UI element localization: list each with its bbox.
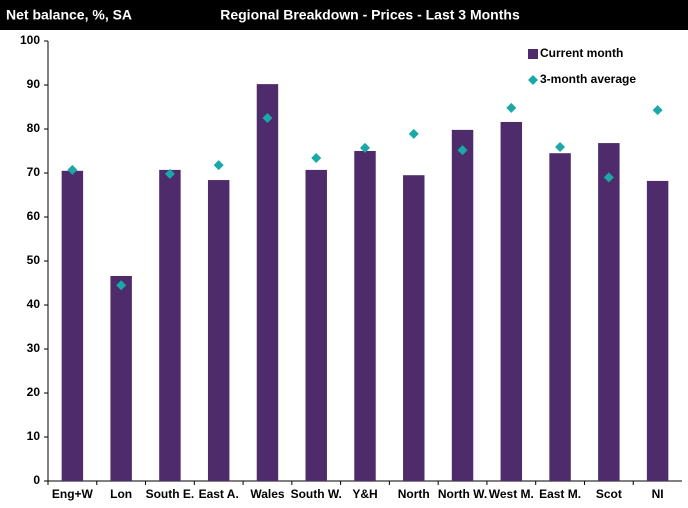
bar xyxy=(646,180,669,482)
legend-swatch xyxy=(528,75,538,85)
x-tick-label: South W. xyxy=(291,487,342,501)
bar xyxy=(354,151,376,481)
marker xyxy=(213,160,224,171)
bar xyxy=(500,121,523,482)
legend-label: Current month xyxy=(540,46,623,60)
legend-swatch xyxy=(528,49,538,59)
y-tick-label: 40 xyxy=(27,297,41,311)
x-tick-label: Y&H xyxy=(352,487,377,501)
y-tick-label: 100 xyxy=(20,33,40,47)
bar xyxy=(549,153,571,481)
x-tick-label: Eng+W xyxy=(52,487,94,501)
bar xyxy=(110,275,132,481)
x-tick-label: North W. xyxy=(438,487,487,501)
y-tick-label: 10 xyxy=(27,429,41,443)
x-tick-label: Scot xyxy=(596,487,622,501)
x-tick-label: South E. xyxy=(146,487,195,501)
title-bar xyxy=(0,0,688,30)
x-tick-label: Wales xyxy=(250,487,285,501)
x-tick-label: NI xyxy=(652,487,664,501)
bar xyxy=(451,129,474,481)
y-tick-label: 0 xyxy=(33,473,40,487)
x-tick-label: North xyxy=(398,487,430,501)
marker xyxy=(555,142,566,153)
marker xyxy=(457,145,468,156)
x-tick-label: East A. xyxy=(199,487,239,501)
marker xyxy=(262,113,273,123)
x-tick-label: Lon xyxy=(110,487,132,501)
bar xyxy=(403,175,425,481)
bar xyxy=(305,169,327,482)
bar xyxy=(61,170,84,482)
y-tick-label: 80 xyxy=(27,121,41,135)
y-tick-label: 70 xyxy=(27,165,41,179)
marker xyxy=(506,102,517,113)
legend-label: 3-month average xyxy=(540,72,636,86)
x-tick-label: West M. xyxy=(489,487,534,501)
y-tick-label: 30 xyxy=(27,341,41,355)
chart-title: Regional Breakdown - Prices - Last 3 Mon… xyxy=(220,7,520,23)
marker xyxy=(603,172,614,183)
y-tick-label: 90 xyxy=(27,77,41,91)
x-tick-label: East M. xyxy=(539,487,581,501)
bar xyxy=(256,84,279,482)
marker xyxy=(408,128,419,139)
bar xyxy=(159,169,181,482)
y-tick-label: 20 xyxy=(27,385,41,399)
bar xyxy=(598,143,620,481)
marker xyxy=(652,105,663,116)
marker xyxy=(164,168,175,179)
chart-subtitle: Net balance, %, SA xyxy=(6,7,132,23)
y-tick-label: 60 xyxy=(27,209,41,223)
y-tick-label: 50 xyxy=(27,253,41,267)
marker xyxy=(360,142,370,153)
bar xyxy=(207,180,230,482)
marker xyxy=(116,280,127,291)
marker xyxy=(67,164,78,175)
marker xyxy=(311,153,322,164)
